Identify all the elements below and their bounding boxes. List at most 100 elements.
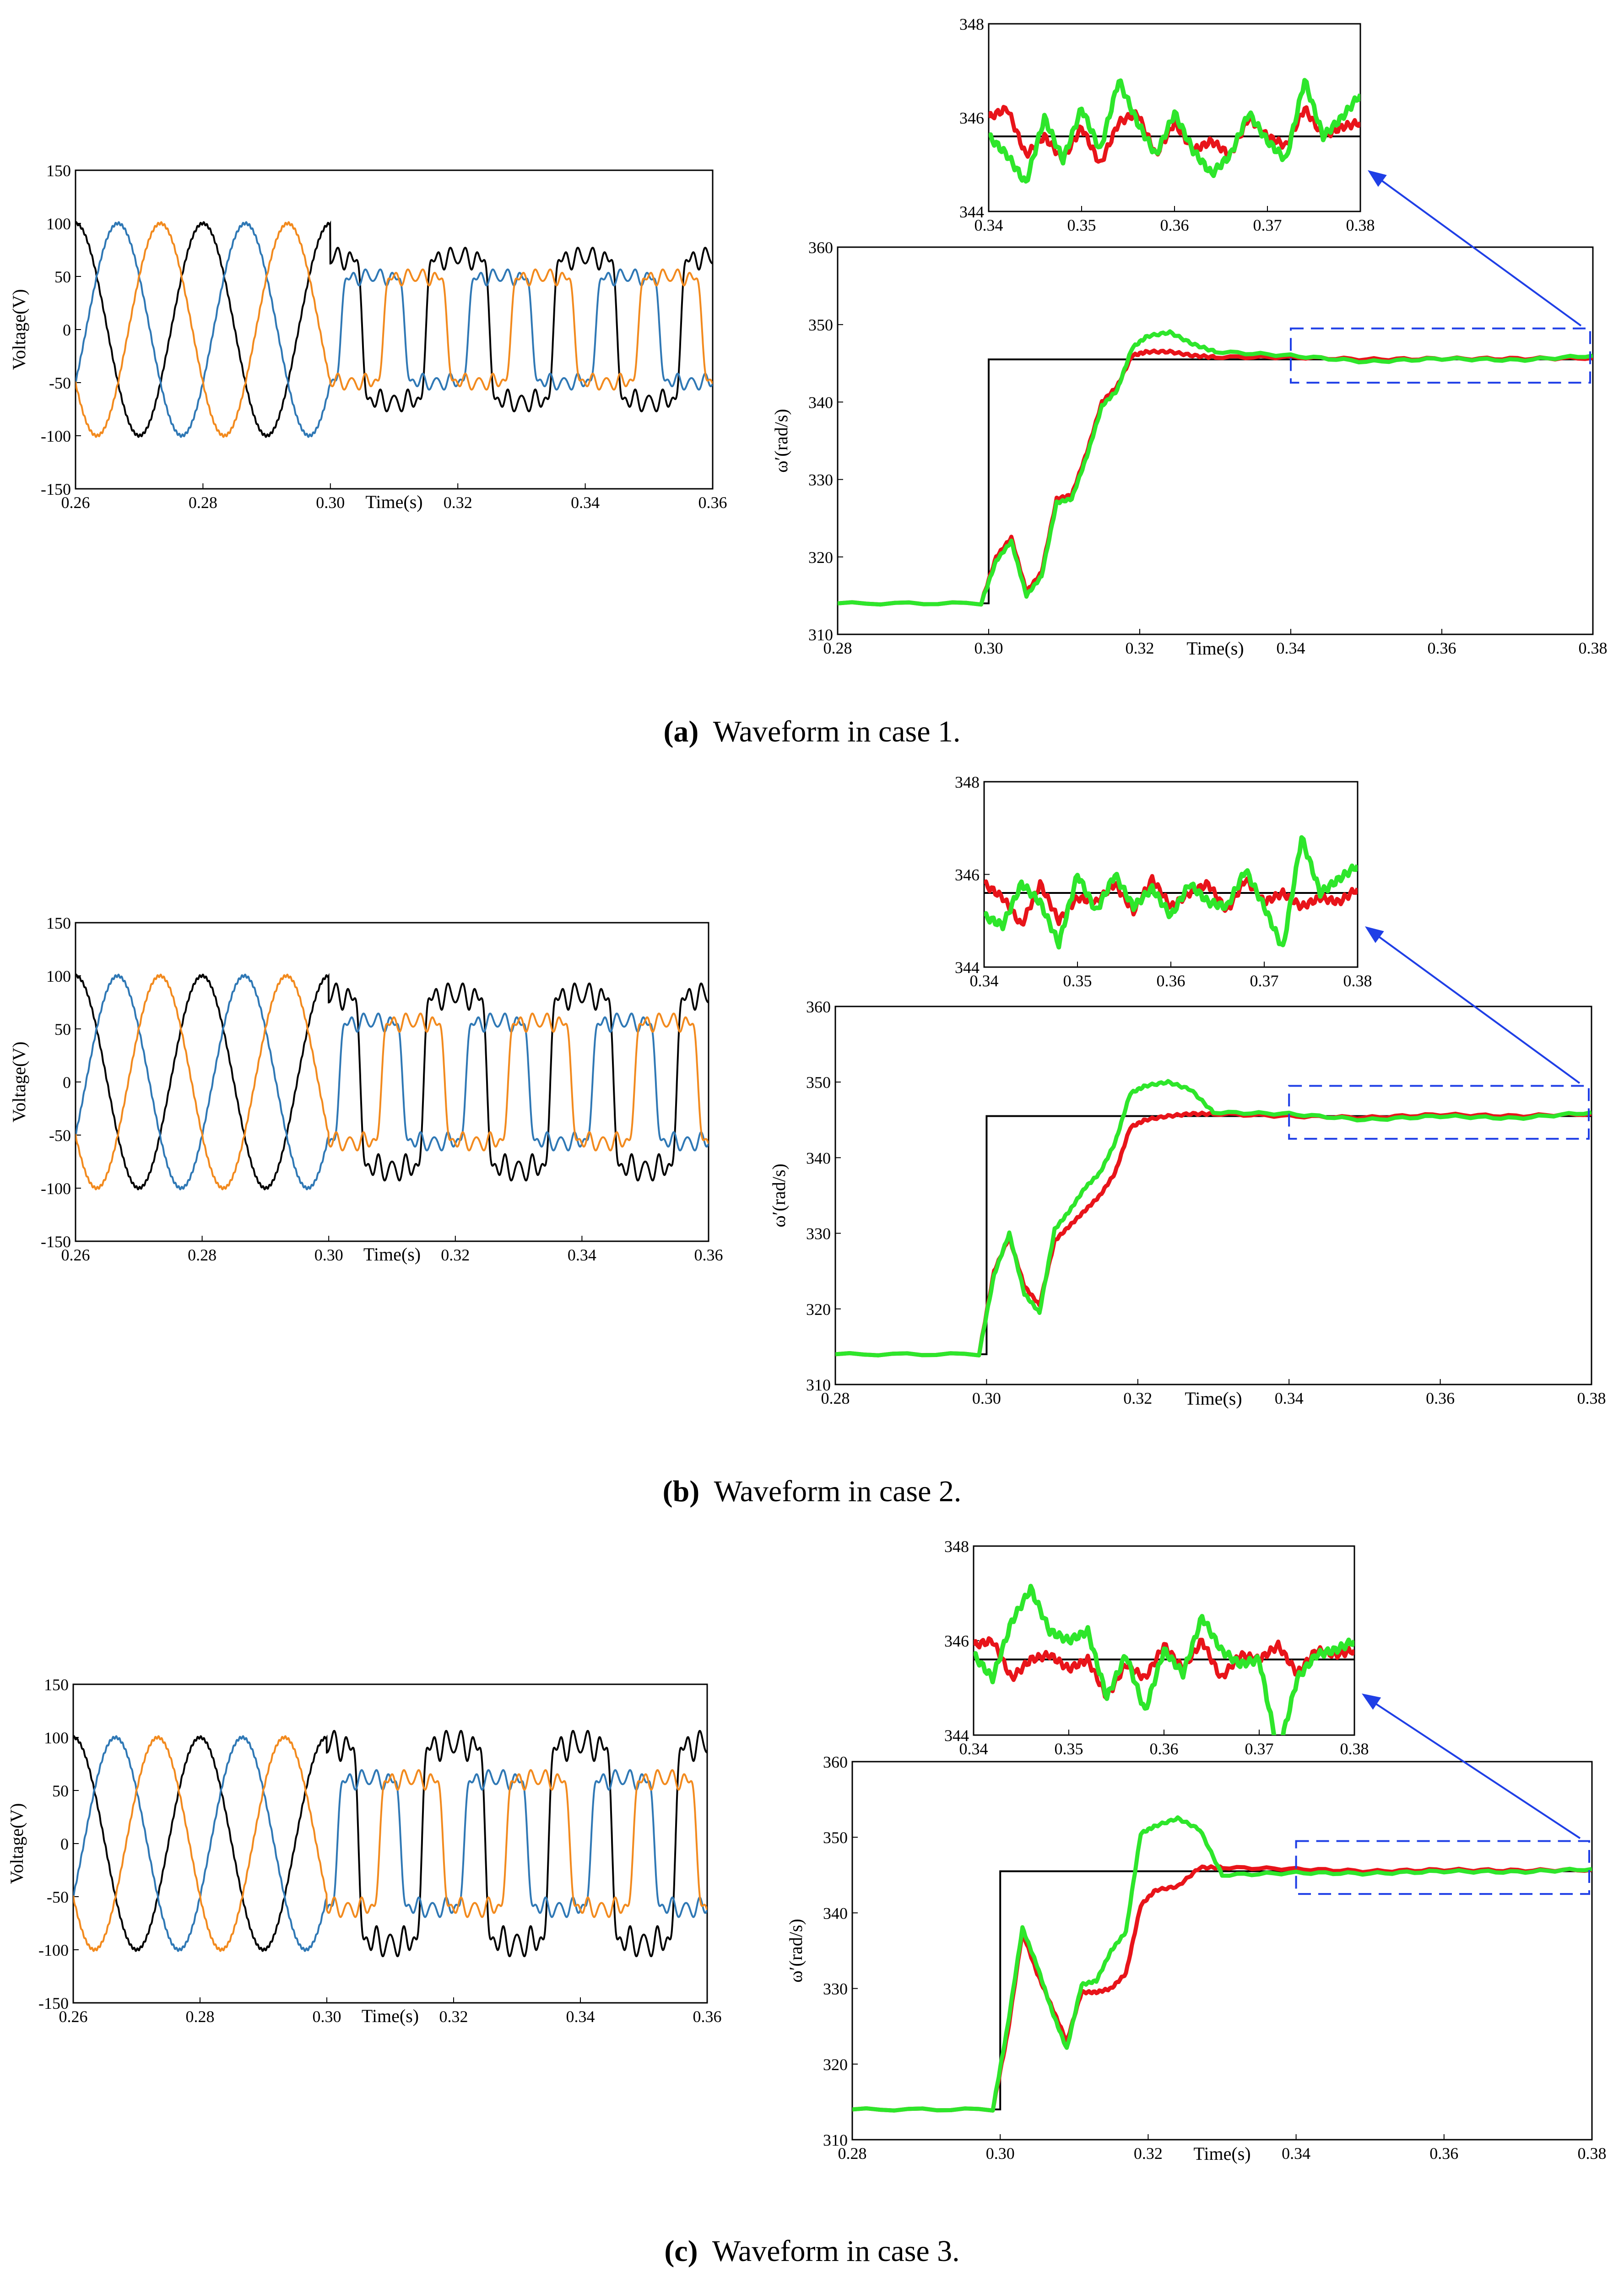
voltage-c-ytick-label: 100 (44, 1729, 69, 1747)
voltage-c-xtick-label: 0.32 (439, 2007, 468, 2026)
speed-a-ylabel: ω′(rad/s) (771, 409, 791, 472)
caption-c-tag: (c) (664, 2234, 698, 2268)
voltage-a-ytick-label: 100 (46, 215, 71, 233)
speed-a-inset-series-green (989, 78, 1360, 184)
speed-b-ytick-label: 340 (806, 1149, 831, 1167)
speed-b-inset-series-green (984, 835, 1358, 950)
speed-b-xtick-label: 0.28 (821, 1389, 850, 1407)
speed-c-xtick-label: 0.36 (1429, 2144, 1458, 2163)
voltage-a-ytick-label: 150 (46, 162, 71, 180)
speed-c-inset-xtick-label: 0.34 (959, 1740, 988, 1758)
speed-a-zoom-box (1290, 327, 1591, 384)
speed-c-inset-ytick-label: 344 (944, 1726, 969, 1745)
speed-c-xtick-label: 0.34 (1282, 2144, 1310, 2163)
voltage-b-ylabel: Voltage(V) (9, 1042, 29, 1123)
speed-b-inset-xtick-label: 0.38 (1343, 972, 1372, 990)
voltage-b-ytick-label: -100 (41, 1179, 71, 1198)
speed-a-frame (837, 246, 1594, 635)
voltage-c-ytick-label: -100 (38, 1941, 69, 1959)
speed-a-xtick-label: 0.38 (1579, 639, 1608, 657)
speed-c-inset-xtick-label: 0.38 (1340, 1740, 1369, 1758)
speed-b-ytick-label: 310 (806, 1376, 831, 1394)
speed-c-inset-xtick-label: 0.35 (1055, 1740, 1083, 1758)
speed-a-xtick-label: 0.36 (1428, 639, 1456, 657)
speed-a-inset-ytick-label: 348 (959, 15, 984, 33)
speed-b-inset-xtick-label: 0.36 (1157, 972, 1186, 990)
speed-c-ytick-label: 330 (823, 1980, 848, 1998)
voltage-b-xtick-label: 0.34 (568, 1246, 596, 1264)
speed-c-frame (851, 1761, 1593, 2141)
speed-c-inset-ytick-label: 348 (944, 1537, 969, 1556)
speed-c-ylabel: ω′(rad/s) (785, 1919, 806, 1982)
speed-b-arrow-head (1365, 926, 1384, 943)
captions: (a) Waveform in case 1. (b) Waveform in … (663, 715, 962, 2268)
speed-c-zoom-box (1295, 1840, 1591, 1895)
caption-c: (c) Waveform in case 3. (664, 2234, 959, 2268)
voltage-b-xtick-label: 0.30 (314, 1246, 343, 1264)
voltage-c-xtick-label: 0.30 (313, 2007, 341, 2026)
speed-c-xtick-label: 0.28 (838, 2144, 867, 2163)
speed-a-ytick-label: 330 (808, 471, 833, 489)
voltage-a-axes: 0.26 0.28 0.30 0.32 0.34 0.36 150 100 50 0 -50 -100… (9, 162, 727, 512)
speed-a-inset-ytick-label: 344 (959, 203, 984, 221)
voltage-b-ytick-label: 150 (46, 914, 71, 932)
speed-c-inset-ytick-label: 346 (944, 1632, 969, 1650)
speed-a-inset-xtick-label: 0.37 (1253, 216, 1282, 234)
voltage-c-xtick-label: 0.26 (59, 2007, 88, 2026)
voltage-a-ytick-label: 50 (54, 268, 71, 286)
voltage-b-axes: 0.26 0.28 0.30 0.32 0.34 0.36 150 100 50 0 -50 -100… (9, 914, 723, 1265)
speed-c-ytick-label: 310 (823, 2131, 848, 2149)
speed-a-series-method_green (838, 329, 1593, 607)
voltage-c-ytick-label: 150 (44, 1676, 69, 1694)
voltage-c-xtick-label: 0.34 (566, 2007, 595, 2026)
speed-c-series-method_green (852, 1815, 1592, 2113)
speed-c-ytick-label: 320 (823, 2055, 848, 2074)
speed-c-axes: 0.28 0.30 0.32 0.34 0.36 0.38 360 350 340 330 320 3… (785, 1753, 1607, 2164)
speed-a-ytick-label: 350 (808, 316, 833, 334)
speed-c-ytick-label: 340 (823, 1904, 848, 1922)
speed-b-xtick-label: 0.34 (1275, 1389, 1304, 1407)
speed-a-xtick-label: 0.30 (974, 639, 1003, 657)
caption-a-text: Waveform in case 1. (713, 715, 961, 748)
speed-b-inset-ytick-label: 346 (955, 866, 980, 884)
voltage-a-xtick-label: 0.36 (698, 493, 727, 512)
speed-b-arrow-shaft (1375, 934, 1581, 1084)
voltage-a-xtick-label: 0.26 (61, 493, 90, 512)
voltage-a-xlabel: Time(s) (365, 492, 422, 512)
speed-b-ytick-label: 350 (806, 1073, 831, 1092)
speed-b-inset-ytick-label: 348 (955, 773, 980, 791)
speed-b-inset-axes: 0.34 0.35 0.36 0.37 0.38 348 346 344 (955, 773, 1372, 990)
speed-b-inset-xtick-label: 0.37 (1250, 972, 1279, 990)
voltage-b-series-phase_c (76, 973, 709, 1191)
speed-a-arrow-shaft (1378, 178, 1582, 327)
speed-b-axes: 0.28 0.30 0.32 0.34 0.36 0.38 360 350 340 330 320 3… (769, 998, 1606, 1409)
voltage-c-xtick-label: 0.28 (186, 2007, 215, 2026)
voltage-a-series-phase_c (76, 221, 713, 438)
caption-c-text: Waveform in case 3. (712, 2234, 960, 2268)
voltage-b-xtick-label: 0.36 (694, 1246, 723, 1264)
speed-a-arrow-head (1368, 170, 1387, 187)
speed-b-series-method_green (835, 1079, 1592, 1358)
voltage-b-ytick-label: -150 (41, 1233, 71, 1251)
voltage-b-xtick-label: 0.28 (188, 1246, 217, 1264)
speed-b-xtick-label: 0.32 (1123, 1389, 1152, 1407)
voltage-b-ytick-label: 0 (63, 1073, 71, 1092)
speed-b-ylabel: ω′(rad/s) (769, 1163, 789, 1227)
speed-c-inset-axes: 0.34 0.35 0.36 0.37 0.38 348 346 344 (944, 1537, 1369, 1758)
voltage-b-xtick-label: 0.32 (441, 1246, 470, 1264)
voltage-a-ytick-label: 0 (63, 321, 71, 339)
speed-a-inset-ytick-label: 346 (959, 109, 984, 127)
speed-b-inset-xtick-label: 0.34 (970, 972, 999, 990)
voltage-a-xtick-label: 0.34 (571, 493, 600, 512)
speed-c-xtick-label: 0.32 (1134, 2144, 1163, 2163)
voltage-c-axes: 0.26 0.28 0.30 0.32 0.34 0.36 150 100 50 0 -50 -100… (6, 1676, 722, 2026)
voltage-c-xtick-label: 0.36 (693, 2007, 722, 2026)
caption-b-text: Waveform in case 2. (714, 1475, 962, 1508)
panels: 0.26 0.28 0.30 0.32 0.34 0.36 150 100 50 0 -50 -100… (6, 15, 1608, 2164)
voltage-b-xlabel: Time(s) (363, 1244, 421, 1265)
speed-c-ytick-label: 350 (823, 1828, 848, 1847)
voltage-a-xtick-label: 0.32 (444, 493, 472, 512)
speed-c-ytick-label: 360 (823, 1753, 848, 1771)
speed-a-inset-xtick-label: 0.34 (974, 216, 1003, 234)
